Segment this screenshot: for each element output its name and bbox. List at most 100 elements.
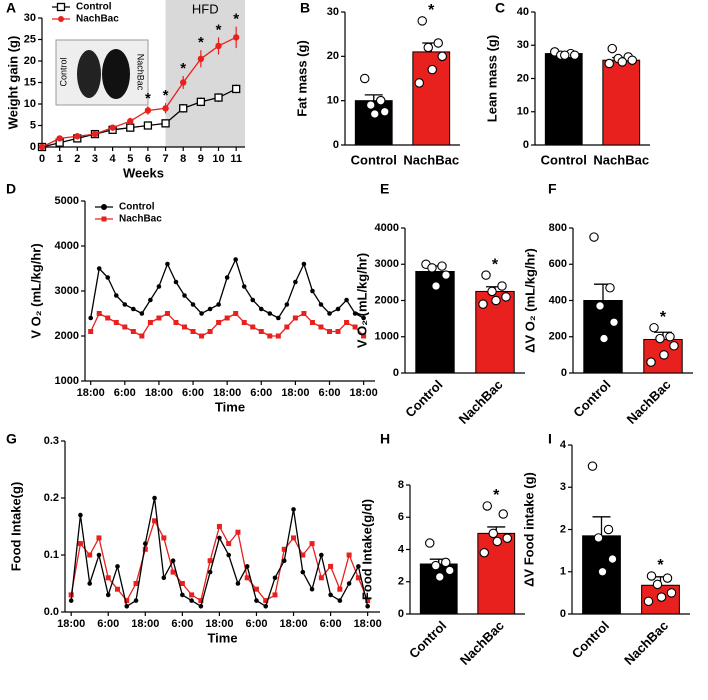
marker: [152, 518, 158, 524]
y-tick-label: 800: [549, 222, 567, 234]
marker: [142, 546, 148, 552]
marker: [56, 2, 66, 12]
marker: [267, 333, 273, 339]
marker: [198, 604, 204, 609]
marker: [319, 552, 324, 558]
y-tick-label: 4000: [55, 240, 79, 252]
significance: *: [145, 90, 151, 107]
marker: [344, 320, 350, 325]
y-axis-label: ΔV O₂ (mL/kg/hr): [522, 248, 537, 353]
y-axis-label: V O₂ (mL/kg/hr): [354, 253, 369, 348]
marker: [139, 333, 145, 339]
data-point: [646, 357, 656, 367]
data-point: [498, 509, 508, 519]
data-point: [414, 78, 424, 88]
marker: [346, 581, 352, 586]
marker: [189, 598, 194, 603]
significance: *: [180, 60, 186, 77]
data-point: [440, 557, 451, 568]
y-tick-label: 20: [327, 50, 339, 62]
significance: *: [216, 21, 222, 38]
x-tick-label: NachBac: [624, 377, 674, 427]
data-point: [379, 107, 390, 117]
y-axis-label: Fat mass (g): [294, 40, 309, 117]
x-tick-label: 6:00: [182, 387, 204, 399]
y-tick-label: 2: [560, 523, 566, 535]
marker: [281, 546, 287, 552]
marker: [113, 293, 119, 298]
marker: [292, 315, 298, 321]
marker: [88, 315, 93, 321]
marker: [113, 320, 119, 325]
x-tick-label: 18:00: [350, 387, 378, 399]
x-tick-label: 6:00: [97, 618, 119, 630]
data-point: [359, 73, 370, 84]
marker: [152, 495, 157, 501]
y-tick-label: 0: [393, 367, 399, 379]
marker: [130, 329, 136, 334]
y-axis-label: Weight gain (g): [5, 36, 20, 130]
marker: [131, 306, 136, 312]
marker: [284, 302, 290, 307]
x-tick-label: 7: [163, 153, 169, 165]
marker: [233, 257, 238, 262]
marker: [144, 107, 152, 114]
data-point: [501, 292, 511, 302]
x-tick-label: NachBac: [456, 377, 506, 427]
marker: [235, 581, 241, 586]
x-tick-label: Control: [541, 152, 587, 167]
x-tick-label: 18:00: [131, 618, 159, 630]
marker: [337, 598, 343, 603]
x-tick-label: 1: [57, 153, 63, 165]
x-tick-label: 6:00: [245, 618, 267, 630]
marker: [156, 315, 162, 321]
data-point: [441, 270, 451, 280]
marker: [328, 592, 333, 598]
marker: [164, 311, 170, 316]
data-point: [662, 573, 673, 583]
marker: [180, 79, 187, 86]
shade-label: HFD: [192, 1, 219, 16]
data-point: [430, 560, 441, 571]
data-point: [559, 50, 570, 60]
data-point: [643, 596, 654, 607]
marker: [173, 320, 179, 325]
inset-photo: [55, 39, 149, 106]
marker: [335, 306, 341, 312]
marker: [216, 302, 221, 307]
mouse: [102, 49, 130, 99]
x-tick-label: Control: [569, 618, 612, 661]
data-point: [604, 58, 614, 69]
significance: *: [233, 11, 239, 28]
data-point: [482, 501, 492, 511]
marker: [272, 575, 278, 581]
marker: [105, 315, 111, 321]
marker: [250, 324, 256, 330]
marker: [217, 535, 222, 541]
marker: [87, 581, 93, 586]
marker: [291, 507, 296, 512]
data-point: [369, 109, 380, 119]
data-point: [488, 528, 498, 539]
data-point: [617, 57, 627, 67]
panel-label: F: [548, 181, 557, 197]
marker: [96, 535, 102, 541]
y-tick-label: 4000: [375, 222, 399, 234]
marker: [74, 133, 81, 140]
x-tick-label: 6:00: [171, 618, 193, 630]
x-tick-label: 18:00: [205, 618, 233, 630]
x-tick-label: 18:00: [354, 618, 382, 630]
marker: [300, 552, 306, 558]
marker: [91, 130, 99, 138]
marker: [327, 311, 332, 316]
marker: [254, 598, 259, 603]
marker: [124, 604, 130, 609]
inset-label: Control: [58, 57, 68, 86]
y-tick-label: 0.0: [44, 606, 59, 618]
legend-label: NachBac: [76, 14, 119, 25]
x-tick-label: Control: [406, 618, 449, 661]
y-tick-label: 1000: [55, 375, 79, 387]
data-point: [431, 281, 441, 291]
marker: [272, 592, 278, 598]
